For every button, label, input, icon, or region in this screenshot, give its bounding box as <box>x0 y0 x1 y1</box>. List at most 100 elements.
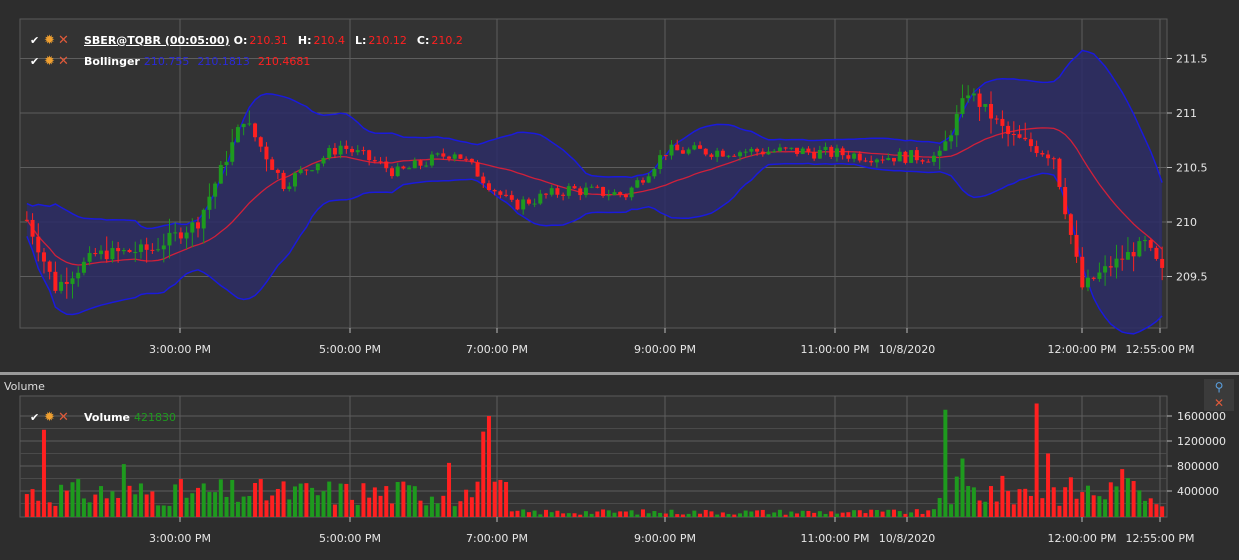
volume-bar <box>264 500 269 517</box>
candle-body <box>1051 158 1056 160</box>
candle-body <box>612 192 617 196</box>
volume-bar <box>184 497 189 517</box>
candle-body <box>441 153 446 157</box>
volume-series-name[interactable]: Volume <box>84 410 130 424</box>
candle-body <box>977 93 982 107</box>
candle-body <box>760 151 765 155</box>
candle-body <box>817 149 822 159</box>
candle-body <box>629 187 634 198</box>
close-icon[interactable]: ✕ <box>58 32 69 48</box>
check-icon[interactable]: ✔ <box>30 54 40 68</box>
candle-body <box>104 250 109 260</box>
check-icon[interactable]: ✔ <box>30 33 40 47</box>
volume-bar <box>418 500 423 517</box>
volume-bar <box>692 510 697 517</box>
volume-bar <box>823 513 828 517</box>
bollinger-series-name[interactable]: Bollinger <box>84 54 140 68</box>
price-x-tick-label: 3:00:00 PM <box>149 343 211 356</box>
volume-bar <box>144 494 149 517</box>
candle-body <box>1154 247 1159 259</box>
candle-body <box>755 148 760 152</box>
volume-bar <box>173 484 178 517</box>
candle-body <box>538 193 543 204</box>
candle-body <box>264 146 269 160</box>
candle-body <box>424 165 429 167</box>
candle-body <box>1131 252 1136 257</box>
pane-splitter[interactable] <box>0 372 1239 375</box>
volume-bar <box>538 514 543 517</box>
candle-body <box>726 155 731 157</box>
pin-icon[interactable]: ⚲ <box>1204 379 1234 395</box>
volume-chart[interactable]: 1600000 1200000 800000 400000 3:00:00 PM 5:0… <box>0 395 1239 560</box>
volume-bar <box>481 431 486 517</box>
candle-body <box>572 186 577 189</box>
candle-body <box>287 186 292 189</box>
candle-body <box>201 209 206 229</box>
gear-icon[interactable]: ✹ <box>44 409 55 425</box>
volume-bar <box>1131 481 1136 517</box>
candle-body <box>150 249 155 251</box>
candle-body <box>595 186 600 188</box>
candle-body <box>378 161 383 163</box>
candles <box>24 84 1165 299</box>
gear-icon[interactable]: ✹ <box>44 32 55 48</box>
candle-body <box>720 150 725 157</box>
volume-bar <box>304 483 309 517</box>
volume-bar <box>869 509 874 517</box>
candle-body <box>384 161 389 169</box>
volume-bar <box>218 479 223 517</box>
volume-y-axis: 1600000 1200000 800000 400000 <box>1167 410 1226 498</box>
candle-body <box>521 199 526 210</box>
close-label: C: <box>416 33 430 47</box>
volume-bar <box>224 496 229 517</box>
volume-bar <box>378 495 383 517</box>
candle-body <box>675 144 680 151</box>
check-icon[interactable]: ✔ <box>30 410 40 424</box>
price-x-tick-label: 9:00:00 PM <box>634 343 696 356</box>
candle-body <box>737 152 742 157</box>
volume-bar <box>640 509 645 517</box>
candle-body <box>926 161 931 163</box>
volume-bar <box>452 506 457 517</box>
volume-bar <box>87 502 92 517</box>
volume-bar <box>646 513 651 517</box>
volume-bar <box>150 491 155 517</box>
candle-body <box>59 281 64 291</box>
candle-body <box>447 156 452 159</box>
candle-body <box>846 155 851 159</box>
candle-body <box>601 186 606 196</box>
volume-bar <box>492 481 497 517</box>
volume-bar <box>515 510 520 517</box>
candle-body <box>315 163 320 171</box>
candle-body <box>852 153 857 159</box>
bollinger-lower-line <box>26 162 1163 335</box>
close-icon[interactable]: ✕ <box>1204 395 1234 411</box>
close-icon[interactable]: ✕ <box>58 53 69 69</box>
volume-bar <box>549 512 554 517</box>
candle-body <box>561 194 566 196</box>
candles-series-name[interactable]: SBER@TQBR (00:05:00) <box>84 33 230 47</box>
volume-bar <box>601 509 606 517</box>
volume-bar <box>469 497 474 517</box>
volume-bar <box>429 496 434 517</box>
price-x-tick-label: 7:00:00 PM <box>466 343 528 356</box>
candle-body <box>327 148 332 158</box>
price-chart[interactable]: 211.5 211 210.5 210 209.5 3:00:00 PM 5:00:00 … <box>0 0 1239 372</box>
close-icon[interactable]: ✕ <box>58 409 69 425</box>
volume-bar <box>1103 499 1108 517</box>
candle-body <box>350 148 355 153</box>
volume-bar <box>966 486 971 517</box>
volume-bar <box>110 491 115 517</box>
volume-x-axis: 3:00:00 PM 5:00:00 PM 7:00:00 PM 9:00:00 PM… <box>149 517 1195 545</box>
low-value: 210.12 <box>368 33 407 47</box>
gear-icon[interactable]: ✹ <box>44 53 55 69</box>
volume-bar <box>1120 469 1125 517</box>
candle-body <box>321 157 326 164</box>
bollinger-middle-value: 210.4681 <box>257 54 311 68</box>
volume-bar <box>213 492 218 517</box>
candle-body <box>418 160 423 166</box>
candle-body <box>703 148 708 155</box>
candle-body <box>1068 214 1073 235</box>
volume-bar <box>943 409 948 517</box>
candle-body <box>823 146 828 150</box>
